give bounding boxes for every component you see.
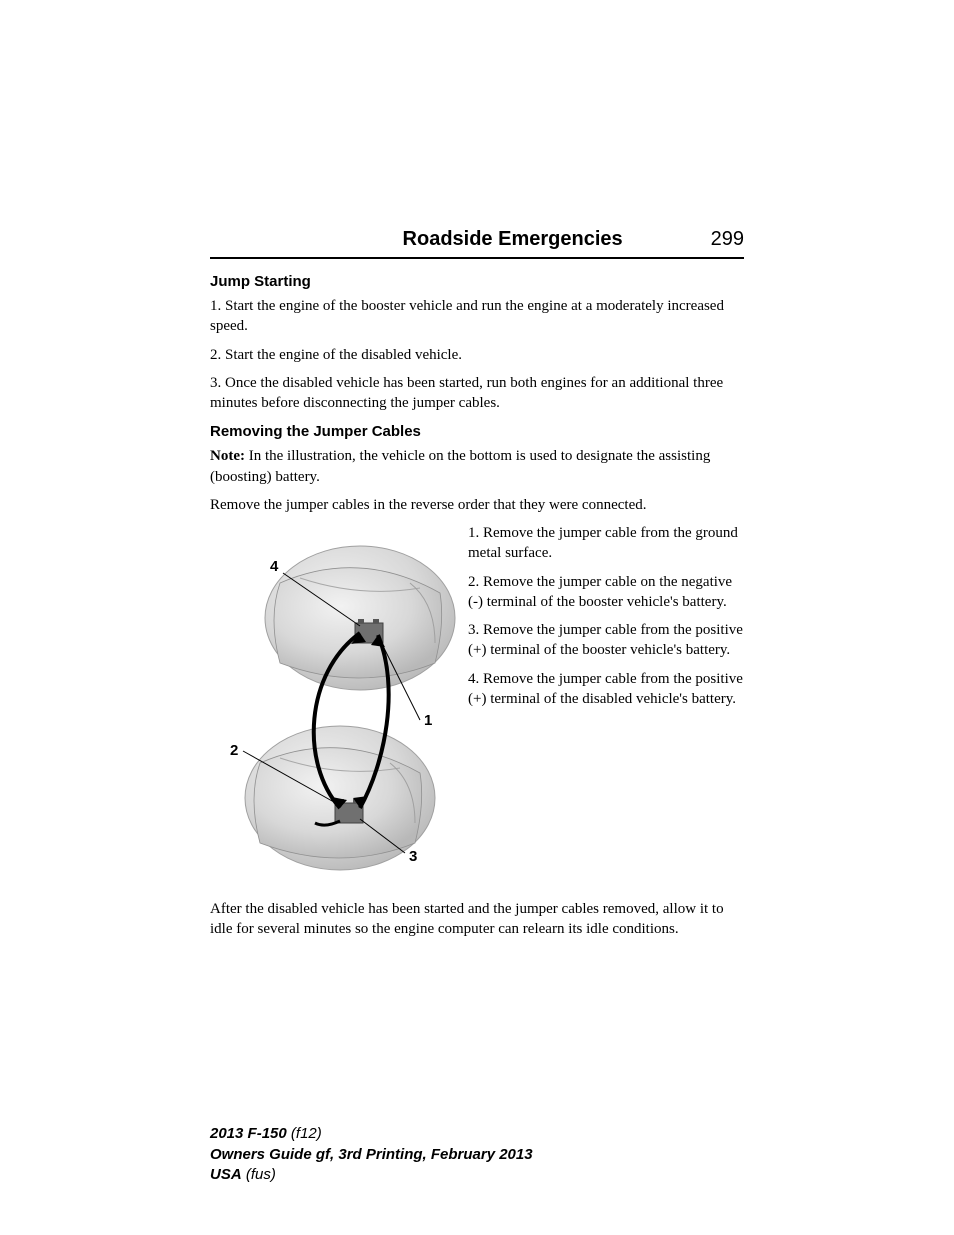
figure-and-steps: 4 1 2 3 1. Remove the jumper cable from … <box>210 523 744 883</box>
section-title: Roadside Emergencies <box>403 228 623 251</box>
footer-model: 2013 F-150 <box>210 1125 287 1142</box>
jumper-cable-diagram: 4 1 2 3 <box>210 523 460 883</box>
heading-jump-starting: Jump Starting <box>210 273 744 290</box>
manual-page: Roadside Emergencies 299 Jump Starting 1… <box>0 0 954 940</box>
remove-step-1: 1. Remove the jumper cable from the grou… <box>468 523 744 564</box>
callout-2: 2 <box>230 742 238 759</box>
remove-step-3: 3. Remove the jumper cable from the posi… <box>468 620 744 661</box>
footer-line-1: 2013 F-150 (f12) <box>210 1124 533 1144</box>
jump-step-3: 3. Once the disabled vehicle has been st… <box>210 373 744 414</box>
footer-code2: (fus) <box>242 1166 276 1183</box>
remove-intro: Remove the jumper cables in the reverse … <box>210 495 744 515</box>
callout-4: 4 <box>270 558 279 575</box>
page-header: Roadside Emergencies 299 <box>210 228 744 259</box>
page-footer: 2013 F-150 (f12) Owners Guide gf, 3rd Pr… <box>210 1124 533 1185</box>
jump-step-2: 2. Start the engine of the disabled vehi… <box>210 345 744 365</box>
page-number: 299 <box>711 228 744 251</box>
footer-code1: (f12) <box>287 1125 322 1142</box>
callout-1: 1 <box>424 712 432 729</box>
heading-removing-cables: Removing the Jumper Cables <box>210 423 744 440</box>
footer-line-2: Owners Guide gf, 3rd Printing, February … <box>210 1145 533 1165</box>
lower-car <box>245 726 435 870</box>
note-label: Note: <box>210 448 245 464</box>
note-text: In the illustration, the vehicle on the … <box>210 448 710 484</box>
footer-region: USA <box>210 1166 242 1183</box>
jump-step-1: 1. Start the engine of the booster vehic… <box>210 296 744 337</box>
remove-step-2: 2. Remove the jumper cable on the negati… <box>468 572 744 613</box>
footer-line-3: USA (fus) <box>210 1165 533 1185</box>
upper-car <box>265 546 455 690</box>
remove-step-4: 4. Remove the jumper cable from the posi… <box>468 669 744 710</box>
after-text: After the disabled vehicle has been star… <box>210 899 744 940</box>
diagram-svg: 4 1 2 3 <box>210 523 460 883</box>
note-line: Note: In the illustration, the vehicle o… <box>210 446 744 487</box>
callout-3: 3 <box>409 848 417 865</box>
remove-steps-column: 1. Remove the jumper cable from the grou… <box>460 523 744 717</box>
